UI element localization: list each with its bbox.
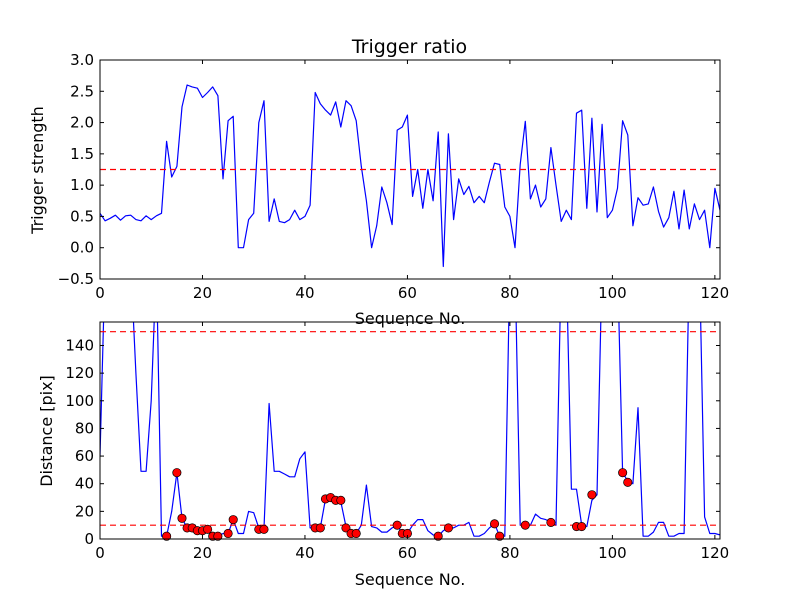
trigger-ratio-plot: 0 20 40 60 80 100 120 −0.5 0.0 0.5 1.0 1.5 2.0 2.5 3.0 [58, 51, 730, 302]
distance-markers [162, 468, 633, 541]
x-tick-label: 80 [500, 544, 519, 562]
chart-title: Trigger ratio [351, 36, 467, 58]
trigger-axis-ticks: 0 20 40 60 80 100 120 −0.5 0.0 0.5 1.0 1.5 2.0 2.5 3.0 [58, 51, 730, 302]
x-tick-label: 20 [193, 544, 212, 562]
x-tick-label: 40 [295, 544, 314, 562]
x-tick-label: 60 [398, 284, 417, 302]
trigger-y-axis-label: Trigger strength [28, 106, 47, 235]
y-tick-label: 0.0 [70, 239, 94, 257]
data-marker [213, 531, 223, 541]
data-marker [587, 490, 597, 500]
y-tick-label: −0.5 [58, 270, 94, 288]
data-marker [489, 519, 500, 529]
y-tick-label: 1.0 [70, 176, 94, 194]
data-marker [392, 520, 402, 530]
data-marker [228, 515, 238, 525]
y-tick-label: 0 [84, 530, 94, 548]
data-marker [162, 531, 172, 541]
y-tick-label: 1.5 [70, 145, 94, 163]
trigger-strength-series [100, 84, 720, 268]
data-marker [203, 524, 213, 534]
data-marker [177, 513, 187, 523]
data-marker [577, 522, 587, 532]
distance-axis-ticks: 0 20 40 60 80 100 120 0 20 40 60 80 100 120 140 [65, 322, 729, 562]
x-tick-label: 0 [95, 544, 105, 562]
data-marker [495, 531, 505, 541]
x-tick-label: 120 [701, 544, 730, 562]
distance-plot-frame [99, 321, 721, 540]
data-marker [618, 468, 628, 478]
y-tick-label: 2.0 [70, 114, 94, 132]
x-tick-label: 100 [598, 284, 627, 302]
data-marker [223, 528, 233, 539]
y-tick-label: 2.5 [70, 82, 94, 100]
y-tick-label: 80 [75, 419, 94, 437]
x-tick-label: 100 [598, 544, 627, 562]
data-marker [336, 495, 346, 505]
trigger-plot-frame [99, 59, 721, 280]
data-marker [520, 520, 530, 530]
x-tick-label: 0 [95, 284, 105, 302]
y-tick-label: 40 [75, 475, 94, 493]
x-tick-label: 80 [500, 284, 519, 302]
x-tick-label: 40 [295, 284, 314, 302]
y-tick-label: 20 [75, 502, 94, 520]
y-tick-label: 140 [65, 336, 94, 354]
y-tick-label: 3.0 [70, 51, 94, 69]
distance-plot: 0 20 40 60 80 100 120 0 20 40 60 80 100 120 140 [65, 321, 729, 562]
distance-y-axis-label: Distance [pix] [37, 375, 56, 487]
trigger-x-axis-label: Sequence No. [355, 309, 466, 328]
y-tick-label: 120 [65, 364, 94, 382]
y-tick-label: 100 [65, 392, 94, 410]
series-line [100, 84, 720, 268]
distance-threshold-lines [100, 331, 720, 526]
data-marker [259, 524, 269, 534]
data-marker [546, 517, 556, 527]
data-marker [315, 523, 325, 533]
x-tick-label: 20 [193, 284, 212, 302]
y-tick-label: 60 [75, 447, 94, 465]
x-tick-label: 60 [398, 544, 417, 562]
x-tick-label: 120 [701, 284, 730, 302]
y-tick-label: 0.5 [70, 207, 94, 225]
data-marker [443, 523, 453, 533]
data-marker [623, 477, 633, 487]
data-marker [172, 468, 182, 478]
distance-x-axis-label: Sequence No. [355, 570, 466, 589]
data-marker [351, 528, 361, 539]
data-marker [433, 531, 443, 541]
data-marker [341, 523, 351, 533]
